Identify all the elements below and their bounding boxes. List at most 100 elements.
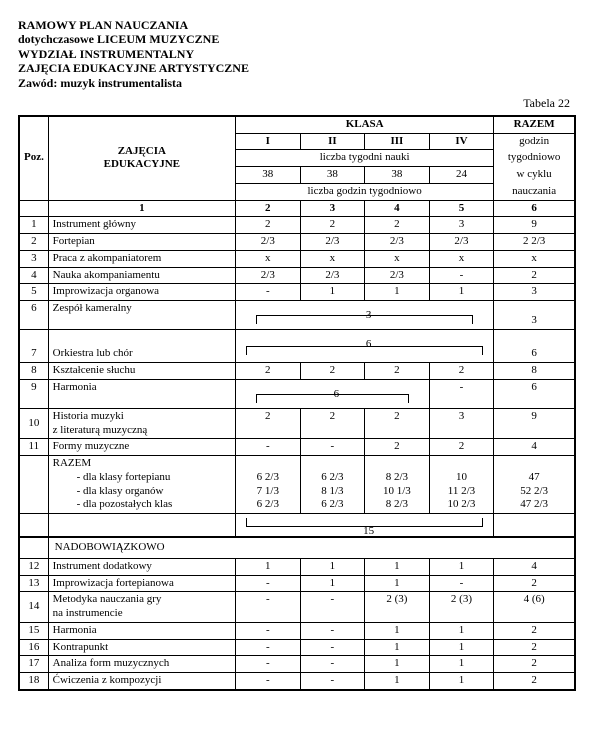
cell-I: - bbox=[236, 575, 301, 592]
row-razem-bracket: 15 bbox=[19, 514, 575, 538]
header-line-2: dotychczasowe LICEUM MUZYCZNE bbox=[18, 32, 576, 46]
bracket-label: 15 bbox=[240, 525, 497, 539]
document-header: RAMOWY PLAN NAUCZANIA dotychczasowe LICE… bbox=[18, 18, 576, 90]
cell-poz: 6 bbox=[19, 301, 48, 330]
cell-IV: 3 bbox=[429, 408, 494, 439]
cell-poz bbox=[19, 537, 48, 558]
cell-II: 6 2/3 8 1/3 6 2/3 bbox=[300, 456, 365, 514]
cell-poz: 2 bbox=[19, 234, 48, 251]
cell-I: - bbox=[236, 656, 301, 673]
cell-IV: 1 bbox=[429, 673, 494, 690]
cell-IV: 1 bbox=[429, 639, 494, 656]
bracket-r9: 6 bbox=[236, 379, 430, 408]
cell-poz bbox=[19, 514, 48, 538]
cell-name bbox=[48, 514, 235, 538]
row-13: 13 Improwizacja fortepianowa - 1 1 - 2 bbox=[19, 575, 575, 592]
cell-R: 9 bbox=[494, 408, 575, 439]
cell-II: 2 bbox=[300, 408, 365, 439]
razem-v1-II: 6 2/3 bbox=[305, 471, 361, 485]
cell-II: 1 bbox=[300, 284, 365, 301]
cell-poz: 5 bbox=[19, 284, 48, 301]
cell-IV: 2 bbox=[429, 439, 494, 456]
cell-R: 4 bbox=[494, 439, 575, 456]
cell-poz: 9 bbox=[19, 379, 48, 408]
cell-III: 1 bbox=[365, 622, 430, 639]
col-razem-nauczania: nauczania bbox=[494, 183, 575, 200]
row-8: 8 Kształcenie słuchu 2 2 2 2 8 bbox=[19, 363, 575, 380]
cell-IV: 1 bbox=[429, 622, 494, 639]
cell-II: - bbox=[300, 656, 365, 673]
col-zajecia-2: EDUKACYJNE bbox=[53, 158, 231, 172]
bracket-r6: 3 bbox=[236, 301, 494, 330]
cell-IV: 1 bbox=[429, 284, 494, 301]
cell-poz: 12 bbox=[19, 558, 48, 575]
colnum-2: 2 bbox=[236, 200, 301, 217]
col-klasa: KLASA bbox=[236, 116, 494, 133]
razem-l1: - dla klasy fortepianu bbox=[53, 471, 171, 483]
cell-IV: 3 bbox=[429, 217, 494, 234]
cell-III: 1 bbox=[365, 656, 430, 673]
row-14: 14 Metodyka nauczania gry na instrumenci… bbox=[19, 592, 575, 623]
col-poz: Poz. bbox=[19, 116, 48, 200]
col-razem-wcyklu: w cyklu bbox=[494, 167, 575, 184]
row-16: 16 Kontrapunkt - - 1 1 2 bbox=[19, 639, 575, 656]
cell-I: 2/3 bbox=[236, 267, 301, 284]
cell-II: 2/3 bbox=[300, 267, 365, 284]
cell-IV: - bbox=[429, 267, 494, 284]
cell-poz: 18 bbox=[19, 673, 48, 690]
row-10: 10 Historia muzyki z literaturą muzyczną… bbox=[19, 408, 575, 439]
cell-III: 1 bbox=[365, 558, 430, 575]
colnum-1: 1 bbox=[48, 200, 235, 217]
cell-IV: 2 bbox=[429, 363, 494, 380]
cell-IV: - bbox=[429, 575, 494, 592]
razem-title: RAZEM bbox=[53, 457, 92, 469]
cell-name-2: z literaturą muzyczną bbox=[53, 424, 148, 436]
colnum-5: 5 bbox=[429, 200, 494, 217]
cell-III: 2/3 bbox=[365, 234, 430, 251]
razem-v2-I: 7 1/3 bbox=[240, 485, 296, 499]
cell-R: 2 bbox=[494, 656, 575, 673]
row-9: 9 Harmonia 6 - 6 bbox=[19, 379, 575, 408]
cell-IV: 1 bbox=[429, 558, 494, 575]
tyg-III: 38 bbox=[365, 167, 430, 184]
cell-II: - bbox=[300, 439, 365, 456]
row-3: 3 Praca z akompaniatorem x x x x x bbox=[19, 250, 575, 267]
cell-name: Kontrapunkt bbox=[48, 639, 235, 656]
cell-poz: 7 bbox=[19, 330, 48, 363]
cell-name: Kształcenie słuchu bbox=[48, 363, 235, 380]
cell-name: Ćwiczenia z kompozycji bbox=[48, 673, 235, 690]
cell-poz bbox=[19, 456, 48, 514]
colnum-poz bbox=[19, 200, 48, 217]
cell-III: 1 bbox=[365, 673, 430, 690]
cell-I: x bbox=[236, 250, 301, 267]
cell-III: 2 bbox=[365, 408, 430, 439]
razem-v3-III: 8 2/3 bbox=[369, 498, 425, 512]
col-klasa-I: I bbox=[236, 133, 301, 150]
cell-R: 2 bbox=[494, 267, 575, 284]
cell-II: - bbox=[300, 639, 365, 656]
cell-I: 2 bbox=[236, 363, 301, 380]
cell-poz: 13 bbox=[19, 575, 48, 592]
row-5: 5 Improwizacja organowa - 1 1 1 3 bbox=[19, 284, 575, 301]
cell-name: Nauka akompaniamentu bbox=[48, 267, 235, 284]
row-razem: RAZEM - dla klasy fortepianu - dla klasy… bbox=[19, 456, 575, 514]
cell-IV: 2 (3) bbox=[429, 592, 494, 623]
cell-name: Harmonia bbox=[48, 622, 235, 639]
cell-name: Improwizacja organowa bbox=[48, 284, 235, 301]
cell-name: Instrument dodatkowy bbox=[48, 558, 235, 575]
cell-I: - bbox=[236, 673, 301, 690]
cell-R: 2 bbox=[494, 639, 575, 656]
header-line-4: ZAJĘCIA EDUKACYJNE ARTYSTYCZNE bbox=[18, 61, 576, 75]
cell-poz: 11 bbox=[19, 439, 48, 456]
row-liczba-tyg-nauki: liczba tygodni nauki bbox=[236, 150, 494, 167]
cell-R: 47 52 2/3 47 2/3 bbox=[494, 456, 575, 514]
col-klasa-III: III bbox=[365, 133, 430, 150]
cell-III: 2 bbox=[365, 439, 430, 456]
cell-R: x bbox=[494, 250, 575, 267]
cell-IV: 10 11 2/3 10 2/3 bbox=[429, 456, 494, 514]
row-17: 17 Analiza form muzycznych - - 1 1 2 bbox=[19, 656, 575, 673]
cell-name-1: Historia muzyki bbox=[53, 410, 124, 422]
cell-poz: 8 bbox=[19, 363, 48, 380]
cell-I: - bbox=[236, 592, 301, 623]
cell-I: - bbox=[236, 284, 301, 301]
